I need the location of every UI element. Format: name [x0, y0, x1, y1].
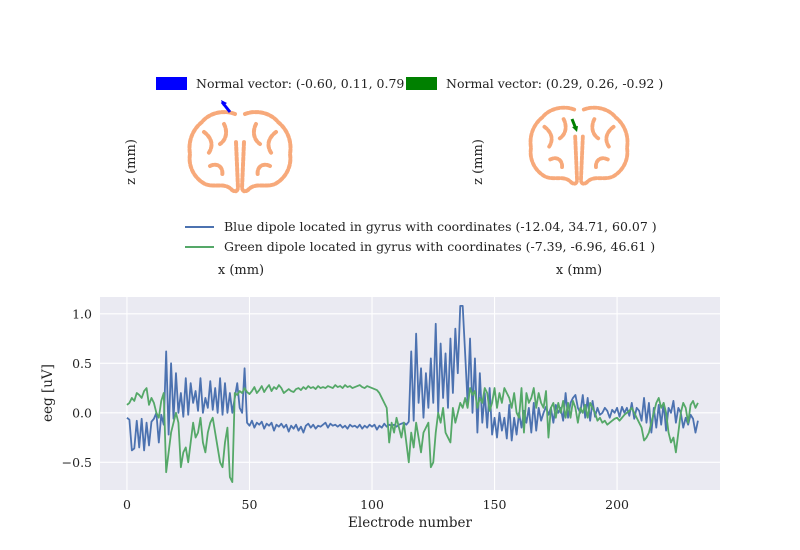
series-line-green: [126, 384, 699, 483]
eeg-line-chart: 0 50 100 150 200 −0.5 0.0 0.5 1.0 Electrode num…: [40, 297, 720, 531]
y-tick-label: −0.5: [62, 455, 92, 470]
legend-label-blue-normal: Normal vector: (-0.60, 0.11, 0.79 ): [196, 76, 413, 91]
x-tick-label: 0: [123, 497, 131, 512]
brain-right-ylabel: z (mm): [471, 139, 486, 185]
brain-outline-left: [187, 110, 293, 194]
x-axis-label: Electrode number: [348, 515, 472, 531]
legend-swatch-blue: [156, 77, 187, 90]
x-tick-labels: 0 50 100 150 200: [123, 497, 629, 512]
dipole-legend: Blue dipole located in gyrus with coordi…: [185, 219, 657, 254]
legend-label-green-dipole: Green dipole located in gyrus with coord…: [224, 239, 655, 254]
blue-dipole-arrowhead: [221, 100, 227, 106]
brain-left-xlabel: x (mm): [218, 263, 264, 278]
series-line-blue: [126, 305, 699, 452]
y-tick-label: 0.5: [72, 356, 92, 371]
brain-right-xlabel: x (mm): [556, 263, 602, 278]
y-axis-label: eeg [uV]: [40, 364, 56, 422]
y-tick-label: 1.0: [72, 306, 92, 321]
x-tick-label: 100: [360, 497, 384, 512]
legend-label-blue-dipole: Blue dipole located in gyrus with coordi…: [224, 219, 657, 234]
brain-outline-right: [528, 105, 630, 186]
brain-left-ylabel: z (mm): [124, 139, 139, 185]
normal-vector-legend: Normal vector: (-0.60, 0.11, 0.79 ) Norm…: [156, 76, 663, 91]
brain-panel-right: z (mm) x (mm): [471, 105, 630, 278]
x-tick-label: 150: [483, 497, 507, 512]
green-dipole-arrowhead: [572, 126, 578, 132]
x-tick-label: 50: [242, 497, 258, 512]
y-tick-label: 0.0: [72, 405, 92, 420]
x-tick-label: 200: [605, 497, 629, 512]
y-tick-labels: −0.5 0.0 0.5 1.0: [62, 306, 92, 469]
legend-label-green-normal: Normal vector: (0.29, 0.26, -0.92 ): [446, 76, 663, 91]
brain-panel-left: z (mm) x (mm): [124, 100, 293, 278]
series-lines: [126, 305, 699, 483]
legend-swatch-green: [406, 77, 437, 90]
